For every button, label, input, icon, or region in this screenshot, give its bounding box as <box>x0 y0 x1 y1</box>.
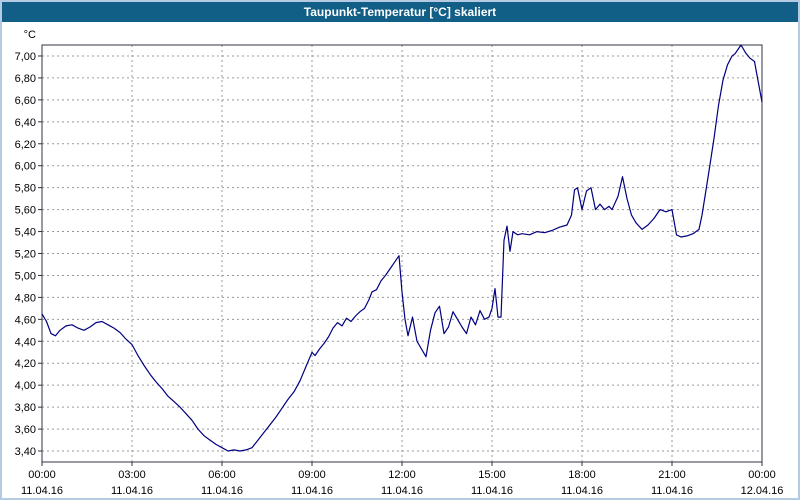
x-tick-time-label: 06:00 <box>208 469 236 481</box>
x-tick-time-label: 00:00 <box>748 469 776 481</box>
x-tick-date-label: 11.04.16 <box>291 485 333 497</box>
x-tick-time-label: 00:00 <box>28 469 56 481</box>
x-tick-time-label: 12:00 <box>388 469 416 481</box>
y-tick-label: 3,60 <box>15 424 36 436</box>
title-bar: Taupunkt-Temperatur [°C] skaliert <box>2 2 798 22</box>
y-tick-label: 5,60 <box>15 205 36 217</box>
y-tick-label: 4,20 <box>15 358 36 370</box>
y-tick-label: 4,00 <box>15 380 36 392</box>
y-tick-label: 5,20 <box>15 249 36 261</box>
x-tick-date-label: 12.04.16 <box>741 485 784 497</box>
y-tick-label: 6,40 <box>15 117 36 129</box>
x-tick-time-label: 03:00 <box>118 469 146 481</box>
x-tick-date-label: 11.04.16 <box>111 485 153 497</box>
x-tick-time-label: 15:00 <box>478 469 506 481</box>
y-tick-label: 7,00 <box>15 51 36 63</box>
y-tick-label: 3,80 <box>15 402 36 414</box>
y-tick-label: 5,00 <box>15 270 36 282</box>
chart-area: 7,00 6,80 6,60 6,40 6,20 6,00 5,80 5,60 5,40 5,20… <box>2 22 798 498</box>
y-tick-label: 6,00 <box>15 161 36 173</box>
temperature-line <box>41 44 763 452</box>
dewpoint-chart-svg: 7,00 6,80 6,60 6,40 6,20 6,00 5,80 5,60 5,40 5,20… <box>15 29 784 497</box>
y-tick-label: 3,40 <box>15 446 36 458</box>
x-tick-date-label: 11.04.16 <box>201 485 243 497</box>
y-tick-label: 6,60 <box>15 95 36 107</box>
y-tick-label: 4,60 <box>15 314 36 326</box>
x-tick-date-label: 11.04.16 <box>471 485 513 497</box>
y-tick-label: 4,40 <box>15 336 36 348</box>
plot-frame <box>41 44 763 463</box>
x-tick-date-label: 11.04.16 <box>381 485 423 497</box>
x-tick-time-label: 21:00 <box>658 469 686 481</box>
x-tick-date-label: 11.04.16 <box>21 485 63 497</box>
y-axis-unit-label: °C <box>24 29 36 41</box>
x-tick-time-label: 09:00 <box>298 469 326 481</box>
chart-title: Taupunkt-Temperatur [°C] skaliert <box>303 5 497 19</box>
x-tick-date-label: 11.04.16 <box>561 485 603 497</box>
y-tick-label: 6,80 <box>15 73 36 85</box>
y-tick-label: 5,40 <box>15 227 36 239</box>
y-tick-label: 6,20 <box>15 139 36 151</box>
y-tick-label: 5,80 <box>15 183 36 195</box>
x-tick-time-label: 18:00 <box>568 469 596 481</box>
y-tick-label: 4,80 <box>15 292 36 304</box>
x-tick-date-label: 11.04.16 <box>651 485 693 497</box>
